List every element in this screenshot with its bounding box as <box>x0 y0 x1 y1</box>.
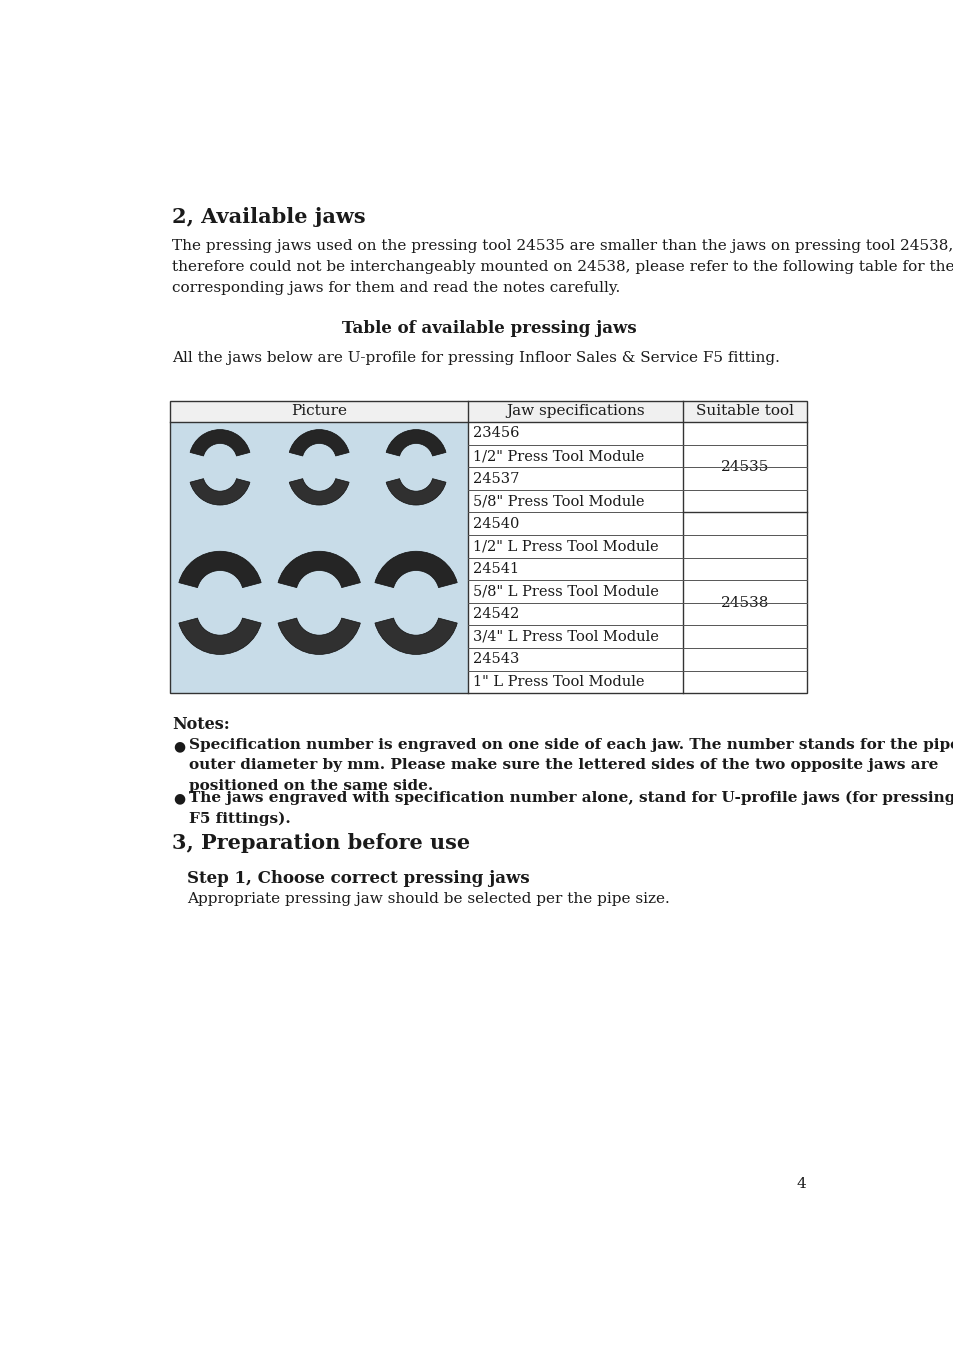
Text: 24537: 24537 <box>473 472 519 486</box>
Text: 24540: 24540 <box>473 517 519 530</box>
Wedge shape <box>289 479 349 505</box>
Text: The jaws engraved with specification number alone, stand for U-profile jaws (for: The jaws engraved with specification num… <box>189 791 953 826</box>
Wedge shape <box>190 429 250 456</box>
Wedge shape <box>178 618 261 654</box>
Bar <box>171 401 806 693</box>
Wedge shape <box>178 552 261 588</box>
Text: Picture: Picture <box>291 405 347 418</box>
Text: 2, Available jaws: 2, Available jaws <box>172 206 365 227</box>
Wedge shape <box>375 552 456 588</box>
Text: ●: ● <box>173 739 186 753</box>
Text: 24538: 24538 <box>720 596 768 610</box>
Wedge shape <box>386 429 446 456</box>
Text: Suitable tool: Suitable tool <box>696 405 793 418</box>
Wedge shape <box>375 618 456 654</box>
Text: 1/2" L Press Tool Module: 1/2" L Press Tool Module <box>473 540 659 553</box>
Bar <box>171 422 468 693</box>
Text: 24542: 24542 <box>473 607 519 621</box>
Text: 3, Preparation before use: 3, Preparation before use <box>172 834 470 854</box>
Text: 3/4" L Press Tool Module: 3/4" L Press Tool Module <box>473 630 659 643</box>
Text: 1" L Press Tool Module: 1" L Press Tool Module <box>473 674 644 689</box>
Text: 24535: 24535 <box>720 460 768 475</box>
Wedge shape <box>289 429 349 456</box>
Text: Jaw specifications: Jaw specifications <box>505 405 644 418</box>
Text: ●: ● <box>173 792 186 805</box>
Wedge shape <box>277 618 360 654</box>
Text: 5/8" Press Tool Module: 5/8" Press Tool Module <box>473 494 644 509</box>
Bar <box>171 401 806 422</box>
Text: 4: 4 <box>796 1176 805 1191</box>
Wedge shape <box>277 552 360 588</box>
Text: Appropriate pressing jaw should be selected per the pipe size.: Appropriate pressing jaw should be selec… <box>187 892 670 905</box>
Text: Notes:: Notes: <box>172 716 230 734</box>
Text: The pressing jaws used on the pressing tool 24535 are smaller than the jaws on p: The pressing jaws used on the pressing t… <box>172 239 953 295</box>
Text: 24543: 24543 <box>473 653 519 666</box>
Text: Table of available pressing jaws: Table of available pressing jaws <box>341 320 636 337</box>
Text: 23456: 23456 <box>473 426 519 440</box>
Text: All the jaws below are U-profile for pressing Infloor Sales & Service F5 fitting: All the jaws below are U-profile for pre… <box>172 351 779 364</box>
Wedge shape <box>190 479 250 505</box>
Text: Specification number is engraved on one side of each jaw. The number stands for : Specification number is engraved on one … <box>189 738 953 793</box>
Text: 5/8" L Press Tool Module: 5/8" L Press Tool Module <box>473 584 659 599</box>
Text: 1/2" Press Tool Module: 1/2" Press Tool Module <box>473 449 644 463</box>
Wedge shape <box>386 479 446 505</box>
Text: Step 1, Choose correct pressing jaws: Step 1, Choose correct pressing jaws <box>187 870 530 888</box>
Text: 24541: 24541 <box>473 563 519 576</box>
